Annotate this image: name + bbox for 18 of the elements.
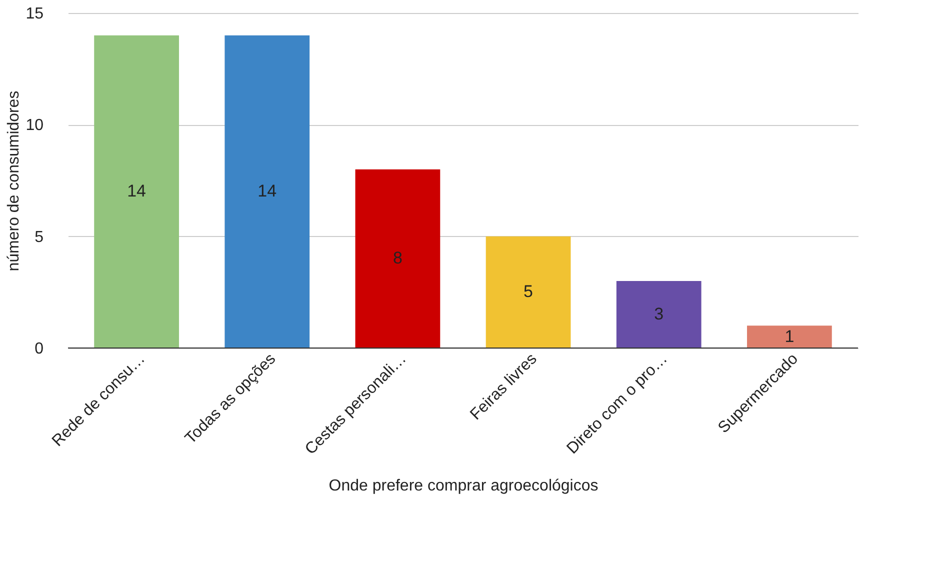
bar bbox=[616, 281, 702, 348]
data-label: 3 bbox=[654, 304, 664, 324]
x-axis-title: Onde prefere comprar agroecológicos bbox=[328, 477, 598, 494]
bar bbox=[747, 326, 832, 348]
data-label: 14 bbox=[258, 182, 277, 201]
data-label: 1 bbox=[784, 326, 794, 346]
bar bbox=[94, 35, 179, 348]
y-tick-label: 5 bbox=[34, 228, 44, 246]
y-axis-title: número de consumidores bbox=[6, 90, 23, 272]
y-tick-label: 0 bbox=[34, 340, 44, 358]
data-label: 14 bbox=[127, 182, 146, 201]
bar bbox=[486, 236, 571, 348]
y-tick-label: 10 bbox=[26, 117, 44, 134]
bar bbox=[224, 35, 310, 348]
data-label: 5 bbox=[524, 282, 534, 302]
data-label: 8 bbox=[392, 248, 402, 268]
y-tick-label: 15 bbox=[26, 6, 44, 22]
bar bbox=[355, 169, 440, 348]
